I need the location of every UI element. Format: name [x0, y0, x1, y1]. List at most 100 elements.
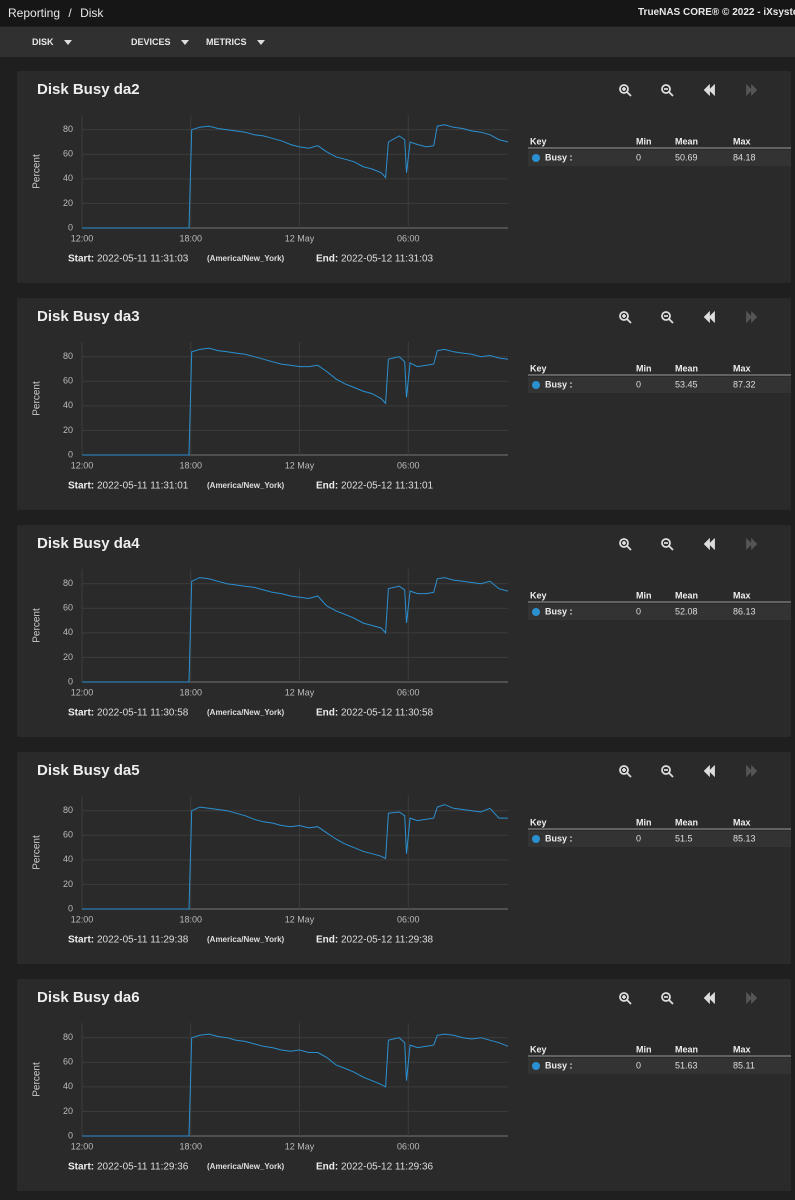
- toolbar-icon: [746, 310, 758, 324]
- menu-metrics[interactable]: METRICS: [206, 37, 265, 47]
- y-tick-label: 20: [63, 1106, 73, 1116]
- legend-max: 85.11: [733, 1060, 755, 1070]
- icon-glyph: [619, 765, 632, 778]
- toolbar-icon[interactable]: [619, 992, 632, 1005]
- timezone: (America/New_York): [207, 935, 285, 944]
- y-axis-label: Percent: [32, 154, 43, 189]
- menu-disk[interactable]: DISK: [32, 37, 72, 47]
- toolbar-icon: [746, 537, 758, 551]
- start-label: Start:: [68, 254, 94, 265]
- x-tick-label: 12:00: [71, 460, 94, 470]
- caret: [63, 39, 72, 45]
- toolbar-icon[interactable]: [703, 310, 715, 324]
- data-line: [82, 1033, 509, 1137]
- icon-glyph: [619, 84, 632, 97]
- toolbar-icon[interactable]: [703, 83, 715, 97]
- y-axis-label: Percent: [32, 835, 43, 870]
- y-tick-label: 0: [68, 903, 73, 913]
- legend-header: Max: [733, 1044, 751, 1054]
- legend-min: 0: [636, 152, 641, 162]
- legend-header: Mean: [675, 817, 698, 827]
- toolbar-icon[interactable]: [661, 84, 674, 97]
- icon-glyph: [619, 538, 632, 551]
- legend-row-bg: [528, 831, 791, 847]
- y-axis-label: Percent: [32, 381, 43, 416]
- legend-row-bg: [528, 377, 791, 393]
- y-tick-label: 40: [63, 1081, 73, 1091]
- menu-label: METRICS: [206, 37, 247, 47]
- icon-glyph: [661, 765, 674, 778]
- toolbar-icon[interactable]: [661, 311, 674, 324]
- legend-max: 86.13: [733, 606, 756, 616]
- brand: TrueNAS CORE® © 2022 - iXsystems, Inc.: [638, 7, 795, 18]
- y-tick-label: 0: [68, 1130, 73, 1140]
- start-time: 2022-05-11 11:29:36: [97, 1162, 189, 1173]
- panel-title: Disk Busy da3: [37, 308, 140, 325]
- y-tick-label: 60: [63, 603, 73, 613]
- end-time: 2022-05-12 11:30:58: [341, 708, 434, 719]
- toolbar-icon[interactable]: [619, 84, 632, 97]
- chart-panel: Disk Busy da6 Percent 0 20 40 60 80 12:00 18:00 1…: [17, 979, 791, 1191]
- legend-name: Busy :: [545, 152, 573, 162]
- y-axis-label: Percent: [32, 1062, 43, 1097]
- legend-dot: [532, 154, 540, 162]
- legend-header: Min: [636, 363, 652, 373]
- x-tick-label: 12:00: [71, 914, 94, 924]
- legend-mean: 50.69: [675, 152, 698, 162]
- menu-devices[interactable]: DEVICES: [131, 37, 189, 47]
- chart-panel: Disk Busy da4 Percent 0 20 40 60 80 12:00 18:00 1…: [17, 525, 791, 737]
- y-tick-label: 0: [68, 449, 73, 459]
- timezone: (America/New_York): [207, 481, 285, 490]
- x-tick-label: 18:00: [180, 1141, 203, 1151]
- toolbar-icon[interactable]: [619, 765, 632, 778]
- y-tick-label: 20: [63, 198, 73, 208]
- y-tick-label: 20: [63, 425, 73, 435]
- legend-name: Busy :: [545, 606, 573, 616]
- breadcrumb-item[interactable]: Reporting: [8, 6, 61, 20]
- start-label: Start:: [68, 935, 94, 946]
- data-line: [82, 124, 509, 229]
- legend-header: Mean: [675, 136, 698, 146]
- icon-glyph: [661, 84, 674, 97]
- panel-title: Disk Busy da4: [37, 535, 140, 552]
- x-tick-label: 06:00: [397, 914, 420, 924]
- end-time: 2022-05-12 11:29:38: [341, 935, 434, 946]
- icon-glyph: [703, 764, 715, 778]
- legend-header: Key: [530, 1044, 547, 1054]
- toolbar-icon[interactable]: [661, 538, 674, 551]
- data-line: [82, 347, 509, 456]
- toolbar-icon[interactable]: [703, 764, 715, 778]
- toolbar-icon[interactable]: [661, 765, 674, 778]
- caret: [180, 39, 189, 45]
- legend-header: Mean: [675, 363, 698, 373]
- toolbar-icon[interactable]: [619, 311, 632, 324]
- legend-header: Max: [733, 817, 751, 827]
- legend-dot: [532, 381, 540, 389]
- x-tick-label: 12:00: [71, 687, 94, 697]
- legend-row-bg: [528, 604, 791, 620]
- toolbar-icon[interactable]: [703, 537, 715, 551]
- x-tick-label: 12 May: [285, 687, 315, 697]
- legend-min: 0: [636, 1060, 641, 1070]
- icon-glyph: [746, 310, 758, 324]
- legend-header: Min: [636, 590, 652, 600]
- legend-header: Mean: [675, 590, 698, 600]
- toolbar-icon[interactable]: [619, 538, 632, 551]
- toolbar-icon[interactable]: [703, 991, 715, 1005]
- start-time: 2022-05-11 11:29:38: [97, 935, 189, 946]
- end-label: End:: [316, 481, 338, 492]
- y-tick-label: 60: [63, 149, 73, 159]
- icon-glyph: [661, 311, 674, 324]
- end-time: 2022-05-12 11:31:03: [341, 254, 434, 265]
- x-tick-label: 06:00: [397, 687, 420, 697]
- legend-header: Max: [733, 136, 751, 146]
- y-tick-label: 60: [63, 830, 73, 840]
- legend-header: Min: [636, 1044, 652, 1054]
- icon-glyph: [661, 538, 674, 551]
- icon-glyph: [619, 992, 632, 1005]
- toolbar-icon[interactable]: [661, 992, 674, 1005]
- legend-max: 84.18: [733, 152, 756, 162]
- icon-glyph: [703, 83, 715, 97]
- start-time: 2022-05-11 11:30:58: [97, 708, 189, 719]
- icon-glyph: [703, 991, 715, 1005]
